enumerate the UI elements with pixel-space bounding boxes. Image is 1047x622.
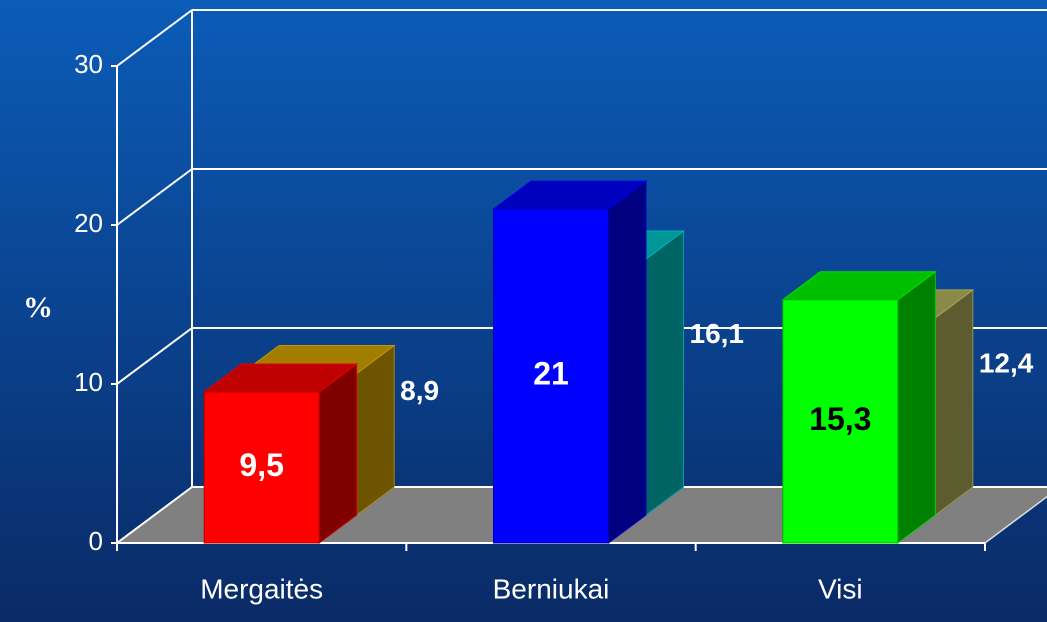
- data-label: 15,3: [809, 401, 871, 437]
- bar-side: [356, 344, 395, 516]
- y-tick-label: 10: [74, 367, 103, 397]
- x-tick-label: Mergaitės: [200, 573, 323, 604]
- x-tick-label: Visi: [818, 573, 863, 604]
- data-label: 8,9: [400, 375, 439, 406]
- data-label: 21: [533, 356, 569, 392]
- y-tick-label: 0: [89, 526, 103, 556]
- bar-side: [608, 180, 647, 544]
- bar-side: [934, 288, 974, 516]
- y-axis-label: %: [23, 291, 53, 324]
- bar: [203, 391, 320, 544]
- y-tick-label: 30: [74, 49, 103, 79]
- bar: [782, 299, 899, 544]
- data-label: 12,4: [979, 347, 1034, 378]
- bar-side: [318, 362, 358, 544]
- y-tick-label: 20: [74, 208, 103, 238]
- bar-side: [645, 230, 684, 516]
- grid-line-diagonal: [116, 9, 193, 67]
- bar: [493, 208, 609, 544]
- bar-side: [897, 270, 936, 544]
- grid-line-diagonal: [116, 486, 193, 544]
- grid-line-diagonal: [116, 168, 193, 226]
- grid-line-diagonal: [116, 327, 193, 385]
- x-tick-label: Berniukai: [493, 573, 610, 604]
- data-label: 16,1: [690, 318, 745, 349]
- data-label: 9,5: [239, 447, 283, 483]
